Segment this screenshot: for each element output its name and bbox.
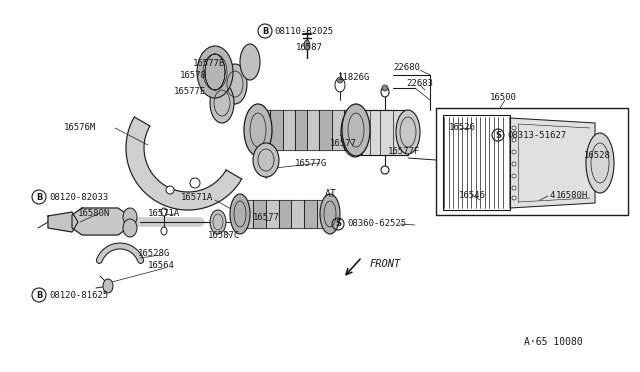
Polygon shape (332, 110, 344, 150)
Ellipse shape (244, 104, 272, 156)
Polygon shape (266, 200, 278, 228)
Polygon shape (355, 110, 408, 155)
Ellipse shape (240, 44, 260, 80)
Text: AT: AT (325, 189, 337, 199)
Polygon shape (270, 110, 282, 150)
Text: S: S (335, 219, 341, 228)
Text: 16571A: 16571A (148, 208, 180, 218)
Text: 16526: 16526 (449, 124, 476, 132)
Polygon shape (126, 117, 242, 210)
Ellipse shape (103, 279, 113, 293)
Text: 16500: 16500 (490, 93, 517, 103)
Text: 16528: 16528 (584, 151, 611, 160)
Ellipse shape (342, 104, 370, 156)
Text: 08313-51627: 08313-51627 (507, 131, 566, 140)
Polygon shape (344, 110, 356, 150)
Text: 22680: 22680 (393, 64, 420, 73)
Polygon shape (72, 208, 128, 235)
Ellipse shape (586, 133, 614, 193)
Text: 08120-82033: 08120-82033 (49, 192, 108, 202)
Polygon shape (258, 110, 270, 150)
Text: 16528G: 16528G (138, 248, 170, 257)
Ellipse shape (381, 87, 389, 97)
Text: 22683: 22683 (406, 78, 433, 87)
Text: 16564: 16564 (148, 262, 175, 270)
Text: 08360-62525: 08360-62525 (347, 219, 406, 228)
Text: 16587: 16587 (296, 42, 323, 51)
Text: 16576M: 16576M (64, 124, 96, 132)
Polygon shape (319, 110, 332, 150)
Text: 16580N: 16580N (78, 208, 110, 218)
Text: A·65 10080: A·65 10080 (524, 337, 583, 347)
Ellipse shape (512, 186, 516, 190)
Text: S: S (495, 131, 501, 140)
Polygon shape (304, 200, 317, 228)
Text: 16578: 16578 (180, 71, 207, 80)
Ellipse shape (382, 85, 388, 91)
Ellipse shape (210, 83, 234, 123)
Ellipse shape (230, 194, 250, 234)
Ellipse shape (166, 186, 174, 194)
Text: 16587C: 16587C (208, 231, 240, 241)
Polygon shape (278, 200, 291, 228)
Text: B: B (36, 291, 42, 299)
Polygon shape (282, 110, 295, 150)
Ellipse shape (304, 40, 310, 50)
Ellipse shape (210, 210, 226, 234)
Polygon shape (510, 118, 595, 208)
Polygon shape (317, 200, 330, 228)
Ellipse shape (512, 138, 516, 142)
Ellipse shape (512, 150, 516, 154)
Text: 08120-81625: 08120-81625 (49, 291, 108, 299)
Text: 16571A: 16571A (181, 192, 213, 202)
Ellipse shape (512, 162, 516, 166)
Text: 08110-82025: 08110-82025 (274, 26, 333, 35)
Text: 16577: 16577 (330, 138, 357, 148)
Text: B: B (36, 192, 42, 202)
Ellipse shape (197, 46, 233, 98)
Ellipse shape (123, 208, 137, 226)
Ellipse shape (253, 143, 279, 177)
Ellipse shape (337, 77, 343, 83)
Text: B: B (262, 26, 268, 35)
Text: 16577: 16577 (253, 214, 280, 222)
Ellipse shape (335, 78, 345, 92)
Ellipse shape (161, 227, 167, 235)
Text: 16577E: 16577E (174, 87, 206, 96)
Ellipse shape (341, 107, 369, 157)
Ellipse shape (190, 178, 200, 188)
Ellipse shape (512, 196, 516, 200)
Text: 16577F: 16577F (388, 148, 420, 157)
Ellipse shape (396, 110, 420, 154)
Ellipse shape (223, 64, 247, 104)
Polygon shape (291, 200, 304, 228)
Ellipse shape (512, 126, 516, 130)
Text: FRONT: FRONT (370, 259, 401, 269)
Polygon shape (240, 200, 253, 228)
Polygon shape (253, 200, 266, 228)
Ellipse shape (320, 194, 340, 234)
Polygon shape (307, 110, 319, 150)
Bar (436, 108, 628, 215)
Polygon shape (48, 212, 78, 232)
Ellipse shape (381, 166, 389, 174)
Text: 16580H: 16580H (556, 192, 588, 201)
Text: 16577E: 16577E (193, 58, 225, 67)
Ellipse shape (123, 219, 137, 237)
Polygon shape (295, 110, 307, 150)
Ellipse shape (512, 174, 516, 178)
Text: 16577G: 16577G (295, 158, 327, 167)
Text: 4: 4 (549, 192, 554, 201)
Ellipse shape (161, 208, 167, 216)
Text: 16546: 16546 (459, 192, 486, 201)
Text: 11826G: 11826G (338, 74, 371, 83)
